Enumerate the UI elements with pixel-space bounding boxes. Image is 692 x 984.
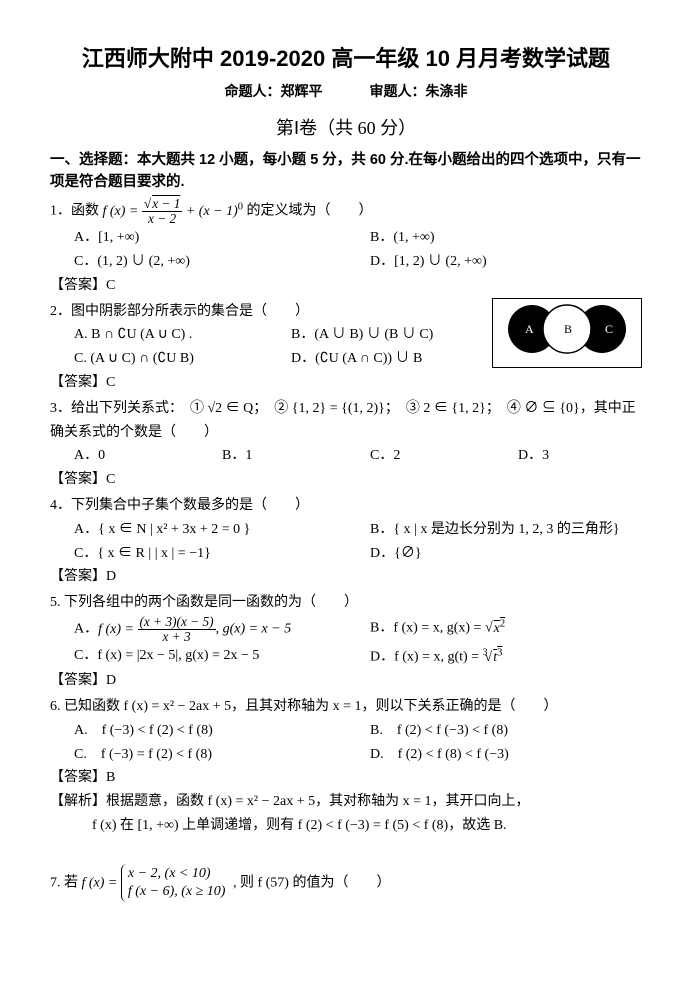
q3-answer-value: C: [106, 472, 115, 487]
q4-answer-value: D: [106, 569, 116, 584]
q4-answer: 【答案】D: [50, 565, 642, 589]
q2-opt-d: D．(∁U (A ∩ C)) ∪ B: [267, 347, 484, 371]
q1-stem-post: 的定义域为（ ）: [247, 204, 373, 219]
q6-answer-value: B: [106, 770, 115, 785]
q2-opt-c: C. (A ∪ C) ∩ (∁U B): [50, 347, 267, 371]
answer-label: 【答案】: [50, 472, 106, 487]
answer-label: 【答案】: [50, 569, 106, 584]
q5-answer: 【答案】D: [50, 669, 642, 693]
q6-explanation: 【解析】根据题意，函数 f (x) = x² − 2ax + 5，其对称轴为 x…: [50, 790, 642, 838]
question-5: 5. 下列各组中的两个函数是同一函数的为（ ）: [50, 591, 642, 615]
q4-opt-d: D．{∅}: [346, 542, 642, 566]
q6-answer: 【答案】B: [50, 766, 642, 790]
q5-opt-a: A．f (x) = (x + 3)(x − 5)x + 3, g(x) = x …: [50, 615, 346, 644]
q7-piece-2: f (x − 6), (x ≥ 10): [128, 883, 226, 901]
q6-opt-c: C. f (−3) = f (2) < f (8): [50, 743, 346, 767]
exam-title: 江西师大附中 2019-2020 高一年级 10 月月考数学试题: [50, 40, 642, 77]
q7-stem-post: , 则 f (57) 的值为（ ）: [233, 875, 391, 890]
question-3: 3．给出下列关系式： ① √2 ∈ Q； ② {1, 2} = {(1, 2)}…: [50, 397, 642, 445]
q2-answer: 【答案】C: [50, 371, 642, 395]
author-name: 郑辉平: [281, 85, 323, 100]
q4-opt-b: B．{ x | x 是边长分别为 1, 2, 3 的三角形}: [346, 518, 642, 542]
q5-opt-d: D．f (x) = x, g(t) = 3√t3: [346, 644, 642, 669]
q4-options: A．{ x ∈ N | x² + 3x + 2 = 0 } B．{ x | x …: [50, 518, 642, 566]
q6-opt-b: B. f (2) < f (−3) < f (8): [346, 719, 642, 743]
section-title: 第Ⅰ卷（共 60 分）: [50, 113, 642, 144]
question-6: 6. 已知函数 f (x) = x² − 2ax + 5，且其对称轴为 x = …: [50, 695, 642, 719]
q4-opt-a: A．{ x ∈ N | x² + 3x + 2 = 0 }: [50, 518, 346, 542]
q1-answer-value: C: [106, 278, 115, 293]
q1-opt-c: C．(1, 2) ∪ (2, +∞): [50, 250, 346, 274]
q3-answer: 【答案】C: [50, 468, 642, 492]
answer-label: 【答案】: [50, 375, 106, 390]
q2-answer-value: C: [106, 375, 115, 390]
q2-options: A. B ∩ ∁U (A ∪ C) . B．(A ∪ B) ∪ (B ∪ C) …: [50, 323, 484, 371]
q1-options: A．[1, +∞) B．(1, +∞) C．(1, 2) ∪ (2, +∞) D…: [50, 226, 642, 274]
q2-opt-b: B．(A ∪ B) ∪ (B ∪ C): [267, 323, 484, 347]
q3-opt-b: B．1: [198, 444, 346, 468]
author-label: 命题人：: [225, 85, 281, 100]
venn-label-a: A: [525, 322, 534, 336]
exam-authors: 命题人：郑辉平 审题人：朱涤非: [50, 81, 642, 105]
question-1: 1．函数 f (x) = √x − 1x − 2 + (x − 1)0 的定义域…: [50, 197, 642, 226]
q1-opt-b: B．(1, +∞): [346, 226, 642, 250]
answer-label: 【答案】: [50, 278, 106, 293]
q6-options: A. f (−3) < f (2) < f (8) B. f (2) < f (…: [50, 719, 642, 767]
q7-piece-1: x − 2, (x < 10): [128, 865, 226, 883]
reviewer-name: 朱涤非: [426, 85, 468, 100]
venn-label-b: B: [564, 322, 572, 336]
q5-options: A．f (x) = (x + 3)(x − 5)x + 3, g(x) = x …: [50, 615, 642, 669]
q5-answer-value: D: [106, 673, 116, 688]
q7-stem-pre: 7. 若: [50, 875, 82, 890]
q6-opt-d: D. f (2) < f (8) < f (−3): [346, 743, 642, 767]
q7-piecewise: x − 2, (x < 10) f (x − 6), (x ≥ 10): [121, 864, 230, 902]
q2-opt-a: A. B ∩ ∁U (A ∪ C) .: [50, 323, 267, 347]
q4-opt-c: C．{ x ∈ R | | x | = −1}: [50, 542, 346, 566]
q6-explain-text: 根据题意，函数 f (x) = x² − 2ax + 5，其对称轴为 x = 1…: [50, 794, 529, 833]
q5-opt-c: C．f (x) = |2x − 5|, g(x) = 2x − 5: [50, 644, 346, 669]
question-4: 4．下列集合中子集个数最多的是（ ）: [50, 494, 642, 518]
answer-label: 【答案】: [50, 770, 106, 785]
q1-opt-a: A．[1, +∞): [50, 226, 346, 250]
reviewer-label: 审题人：: [370, 85, 426, 100]
section-instructions: 一、选择题：本大题共 12 小题，每小题 5 分，共 60 分.在每小题给出的四…: [50, 150, 642, 194]
answer-label: 【答案】: [50, 673, 106, 688]
q3-opt-c: C．2: [346, 444, 494, 468]
q1-answer: 【答案】C: [50, 274, 642, 298]
venn-label-c: C: [605, 322, 613, 336]
question-7: 7. 若 f (x) = x − 2, (x < 10) f (x − 6), …: [50, 864, 642, 902]
q1-opt-d: D．[1, 2) ∪ (2, +∞): [346, 250, 642, 274]
q3-options: A．0 B．1 C．2 D．3: [50, 444, 642, 468]
q3-opt-a: A．0: [50, 444, 198, 468]
q2-venn-figure: A B C: [492, 298, 642, 369]
q5-opt-b: B．f (x) = x, g(x) = √x2: [346, 615, 642, 644]
q1-formula: f (x) = √x − 1x − 2 + (x − 1)0: [103, 204, 247, 219]
q6-opt-a: A. f (−3) < f (2) < f (8): [50, 719, 346, 743]
explain-label: 【解析】: [50, 794, 106, 809]
q3-opt-d: D．3: [494, 444, 642, 468]
q1-stem-pre: 1．函数: [50, 204, 103, 219]
